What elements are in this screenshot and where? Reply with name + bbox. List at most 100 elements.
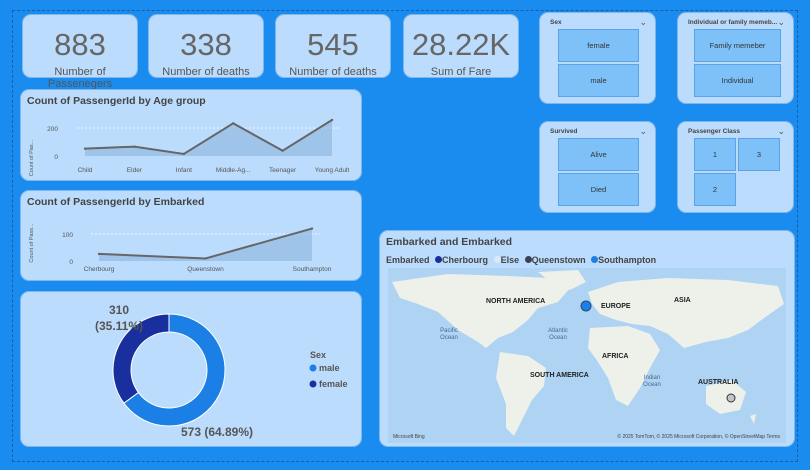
chart-age-group[interactable]: Count of PassengerId by Age group Count … — [20, 89, 362, 181]
map-label-atlantic-ocean: Ocean — [549, 335, 567, 341]
slicer-option-family[interactable]: Family memeber — [694, 29, 781, 62]
map-label-africa: AFRICA — [602, 353, 628, 360]
chart-embarked[interactable]: Count of PassengerId by Embarked Count o… — [20, 190, 362, 281]
legend-dot-female — [309, 380, 317, 388]
x-tick-label: Cherbourg — [84, 266, 115, 273]
continent-north-america — [392, 274, 570, 348]
donut-slice-male[interactable] — [123, 313, 226, 427]
chart-title: Count of PassengerId by Age group — [27, 95, 206, 107]
embarked-area-chart: Count of Pass... 0 100 Cherbourg Queensto… — [29, 223, 332, 273]
kpi-deaths[interactable]: 338 Number of deaths — [148, 14, 264, 78]
kpi-fare[interactable]: 28.22K Sum of Fare — [403, 14, 519, 78]
legend-dot-cherbourg — [435, 256, 443, 263]
legend-item-cherbourg[interactable]: Cherbourg — [442, 255, 489, 265]
legend-item-else[interactable]: Else — [500, 255, 520, 265]
landmass-nz — [750, 414, 756, 424]
continent-africa — [588, 326, 660, 406]
slicer-option-female[interactable]: female — [558, 29, 639, 62]
data-point[interactable] — [310, 227, 314, 230]
slicer-option-class-2[interactable]: 2 — [694, 173, 736, 206]
slicer-option-male[interactable]: male — [558, 64, 639, 97]
age-group-area-chart: Count of Pas... 0 200 Child Elder Infant Mi… — [29, 118, 350, 176]
area-fill — [99, 228, 312, 261]
map-label-indian-ocean: Ocean — [643, 382, 661, 388]
y-tick-label: 100 — [62, 232, 73, 239]
chart-sex-donut[interactable]: 310 (35.11%) 573 (64.89%) Sex male femal… — [20, 291, 362, 447]
series-line[interactable] — [84, 119, 333, 156]
kpi-value: 28.22K — [411, 27, 511, 62]
kpi-value: 545 — [307, 27, 359, 62]
kpi-deaths-2[interactable]: 545 Number of deaths — [275, 14, 391, 78]
donut-label-female-pct: (35.11%) — [95, 319, 143, 333]
chevron-down-icon[interactable]: ⌄ — [777, 17, 785, 27]
slicer-option-class-1[interactable]: 1 — [694, 138, 736, 171]
landmass-greenland — [538, 270, 586, 290]
slicer-option-class-3[interactable]: 3 — [738, 138, 780, 171]
legend-item-southampton[interactable]: Southampton — [598, 255, 657, 265]
map-label-australia: AUSTRALIA — [698, 379, 738, 386]
map-visual[interactable]: Embarked and Embarked Embarked Cherbourg… — [379, 230, 795, 447]
data-point[interactable] — [330, 118, 334, 122]
slicer-passenger-class[interactable]: Passenger Class ⌄ 1 3 2 — [677, 121, 794, 213]
slicer-option-died[interactable]: Died — [558, 173, 639, 206]
world-map[interactable]: NORTH AMERICA EUROPE ASIA Pacific Ocean … — [388, 268, 786, 443]
legend-label: Embarked — [386, 255, 430, 265]
map-label-pacific: Pacific — [440, 328, 458, 334]
y-tick-label: 0 — [69, 259, 73, 266]
legend-label-female[interactable]: female — [319, 379, 348, 389]
slicer-title: Passenger Class — [688, 128, 741, 135]
kpi-label: Sum of Fare — [430, 66, 492, 78]
data-point[interactable] — [97, 252, 101, 256]
map-legend: Embarked Cherbourg Else Queenstown South… — [386, 255, 656, 265]
continent-eurasia — [588, 278, 784, 348]
y-axis-label: Count of Pas... — [29, 139, 35, 176]
slicer-option-individual[interactable]: Individual — [694, 64, 781, 97]
chart-title: Count of PassengerId by Embarked — [27, 196, 205, 208]
data-point[interactable] — [182, 152, 185, 156]
data-point[interactable] — [133, 145, 136, 148]
map-bubble-else[interactable] — [726, 393, 736, 403]
data-point[interactable] — [281, 149, 284, 152]
x-tick-label: Southampton — [293, 266, 332, 273]
chevron-down-icon[interactable]: ⌄ — [639, 17, 647, 27]
data-point[interactable] — [204, 257, 207, 260]
area-fill — [85, 120, 332, 156]
map-label-europe: EUROPE — [601, 303, 631, 310]
sex-donut-chart: 310 (35.11%) 573 (64.89%) Sex male femal… — [95, 303, 348, 439]
x-tick-label: Child — [78, 167, 93, 174]
map-label-south-america: SOUTH AMERICA — [530, 372, 589, 379]
data-point[interactable] — [83, 147, 87, 150]
legend-dot-male — [309, 364, 317, 372]
map-brand: Microsoft Bing — [393, 434, 425, 440]
slicer-sex[interactable]: Sex ⌄ female male — [539, 12, 656, 104]
continent-australia — [706, 380, 746, 414]
map-label-asia: ASIA — [674, 297, 691, 304]
legend-title: Sex — [310, 350, 326, 360]
kpi-label: Number of Passenegers — [47, 66, 113, 90]
kpi-label: Number of deaths — [289, 66, 377, 78]
map-label-indian: Indian — [644, 375, 660, 381]
map-label-pacific-ocean: Ocean — [440, 335, 458, 341]
donut-label-female: 310 — [109, 303, 129, 317]
slicer-title: Survived — [550, 128, 578, 135]
legend-label-male[interactable]: male — [319, 363, 340, 373]
legend-item-queenstown[interactable]: Queenstown — [531, 255, 586, 265]
x-tick-label: Young Adult — [315, 167, 350, 174]
y-axis-label: Count of Pass... — [29, 223, 35, 263]
x-tick-label: Teenager — [269, 167, 297, 174]
slicer-option-alive[interactable]: Alive — [558, 138, 639, 171]
kpi-passengers[interactable]: 883 Number of Passenegers — [22, 14, 138, 90]
map-bubble-southampton[interactable] — [580, 300, 592, 312]
slicer-survived[interactable]: Survived ⌄ Alive Died — [539, 121, 656, 213]
legend-dot-southampton — [591, 256, 599, 263]
map-label-north-america: NORTH AMERICA — [486, 298, 545, 305]
data-point[interactable] — [232, 122, 235, 125]
slicer-title: Sex — [550, 19, 562, 26]
kpi-label: Number of deaths — [162, 66, 250, 78]
slicer-family[interactable]: Individual or family memeb... ⌄ Family m… — [677, 12, 794, 104]
kpi-value: 883 — [54, 27, 106, 62]
kpi-value: 338 — [180, 27, 232, 62]
chevron-down-icon[interactable]: ⌄ — [639, 126, 647, 136]
x-tick-label: Middle-Ag... — [216, 167, 251, 174]
chevron-down-icon[interactable]: ⌄ — [777, 126, 785, 136]
